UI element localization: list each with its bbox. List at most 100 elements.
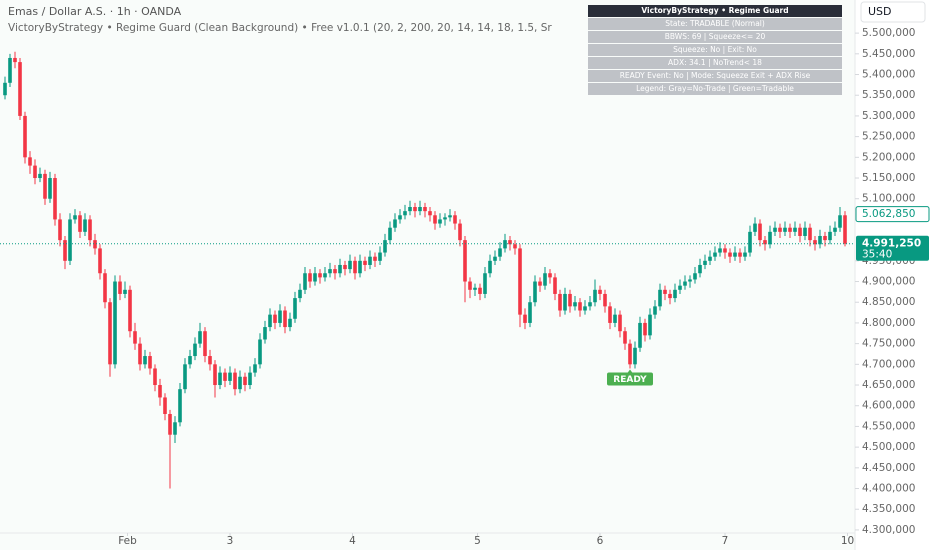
plot	[3, 51, 847, 489]
annotation-box	[607, 372, 653, 386]
candle-body	[618, 314, 622, 332]
candle-body	[653, 306, 657, 315]
x-tick-label: 10	[841, 535, 854, 547]
candle-body	[363, 260, 367, 265]
y-tick-label: 4.450,000	[862, 462, 915, 474]
candle-body	[73, 215, 77, 220]
candle-body	[318, 273, 322, 278]
y-tick-label: 5.150,000	[862, 172, 915, 184]
candle-body	[28, 157, 32, 166]
candle-body	[758, 223, 762, 241]
candle-body	[303, 273, 307, 290]
candle-body	[148, 356, 152, 369]
y-tick-label: 4.750,000	[862, 338, 915, 350]
candle-body	[323, 273, 327, 278]
candle-body	[493, 256, 497, 261]
candle-body	[813, 240, 817, 245]
candle-body	[643, 322, 647, 336]
x-tick-label: 5	[474, 535, 481, 547]
candle-body	[563, 293, 567, 311]
candle-body	[543, 273, 547, 286]
candle-body	[498, 248, 502, 257]
candle-body	[708, 256, 712, 261]
candle-body	[728, 252, 732, 257]
candle-body	[773, 227, 777, 232]
candle-body	[288, 318, 292, 328]
candle-body	[803, 227, 807, 236]
candle-body	[693, 273, 697, 280]
candle-body	[33, 165, 37, 179]
candle-body	[538, 281, 542, 286]
price-label: 4.991,250	[862, 238, 921, 250]
candle-body	[833, 227, 837, 232]
table-row: Legend: Gray=No-Trade | Green=Tradable	[588, 83, 842, 95]
candle-body	[513, 244, 517, 249]
candle-body	[113, 281, 117, 365]
candle-body	[663, 289, 667, 294]
candle-body	[843, 215, 847, 244]
candle-body	[613, 314, 617, 323]
currency[interactable]: USD	[868, 5, 892, 18]
table-row: Squeeze: No | Exit: No	[588, 44, 842, 56]
candle-body	[78, 215, 82, 232]
candle-body	[278, 310, 282, 323]
candle-body	[43, 173, 47, 199]
candle-body	[473, 287, 477, 290]
candle-body	[703, 260, 707, 265]
candle-body	[623, 331, 627, 344]
candle-body	[403, 211, 407, 216]
candle-body	[158, 385, 162, 398]
y-tick-label: 4.900,000	[862, 276, 915, 288]
candle-body	[578, 302, 582, 311]
candle-body	[558, 293, 562, 311]
y-tick-label: 5.350,000	[862, 89, 915, 101]
candle-body	[823, 235, 827, 241]
candle-body	[488, 260, 492, 274]
candle-body	[818, 235, 822, 245]
candle-body	[88, 219, 92, 241]
candle-body	[443, 217, 447, 220]
x-tick-label: Feb	[118, 535, 137, 547]
candle-body	[238, 376, 242, 390]
candle-body	[163, 397, 167, 415]
y-tick-label: 5.500,000	[862, 27, 915, 39]
table-title: VictoryByStrategy • Regime Guard	[588, 5, 842, 17]
candle-body	[523, 314, 527, 323]
candle-body	[428, 211, 432, 216]
candle-body	[638, 322, 642, 348]
candle-body	[438, 219, 442, 224]
candle-body	[598, 289, 602, 294]
candle-body	[733, 252, 737, 257]
candle-body	[313, 273, 317, 282]
candle-body	[68, 219, 72, 261]
candle-body	[678, 285, 682, 290]
y-tick-label: 5.400,000	[862, 69, 915, 81]
candle-body	[628, 343, 632, 365]
candle-body	[283, 310, 287, 328]
candle-body	[268, 314, 272, 328]
candle-body	[233, 372, 237, 390]
currency-button[interactable]	[860, 1, 926, 23]
y-tick-label: 4.850,000	[862, 296, 915, 308]
candle-body	[253, 364, 257, 373]
candle-body	[263, 327, 267, 340]
candle-body	[768, 231, 772, 245]
candle-body	[828, 231, 832, 241]
y-tick-label: 5.300,000	[862, 110, 915, 122]
candle-body	[673, 289, 677, 299]
indicator-title: VictoryByStrategy • Regime Guard (Clean …	[8, 22, 552, 34]
candle-body	[213, 364, 217, 386]
candle-body	[378, 252, 382, 261]
y-tick-label: 4.350,000	[862, 503, 915, 515]
countdown: 35:40	[862, 249, 892, 261]
candle-body	[478, 287, 482, 294]
candle-body	[308, 273, 312, 282]
y-tick-label: 4.500,000	[862, 441, 915, 453]
candle-body	[483, 273, 487, 294]
candle-body	[763, 240, 767, 245]
candle-body	[608, 306, 612, 323]
candle-body	[568, 293, 572, 307]
candle-body	[518, 248, 522, 315]
overlay-table: VictoryByStrategy • Regime Guard State: …	[588, 5, 842, 96]
